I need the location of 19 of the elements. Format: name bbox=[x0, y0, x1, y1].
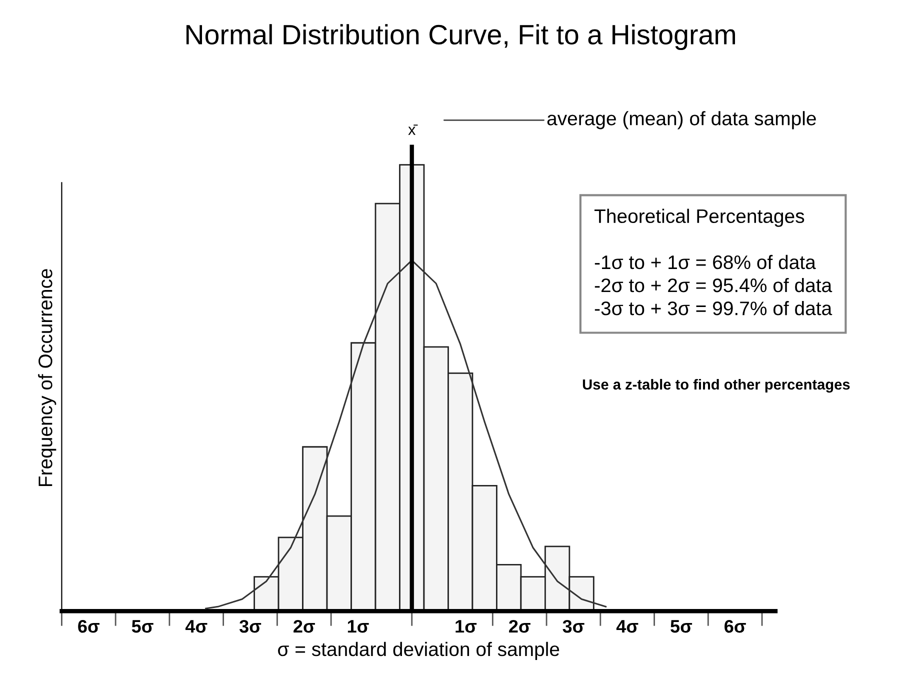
x-tick-label: 2σ bbox=[294, 620, 315, 633]
x-tick-label: 5σ bbox=[132, 620, 154, 633]
chart-title: Normal Distribution Curve, Fit to a Histogram bbox=[186, 24, 735, 50]
x-tick-label: 1σ bbox=[348, 620, 369, 633]
annotation: Use a z-table to find other percentages bbox=[582, 378, 850, 393]
x-tick-label: 4σ bbox=[616, 620, 638, 633]
x-tick-label: 1σ bbox=[456, 620, 477, 633]
x-tick-label: 6σ bbox=[78, 620, 100, 633]
text: Theoretical Percentages -1σ to + 1σ = 68% of data -2σ to + 2σ = 95.4% of data -3σ to + 3σ = 99.7% of data bbox=[594, 208, 832, 316]
x-tick-label: 5σ bbox=[670, 620, 692, 633]
x-tick-label: 2σ bbox=[509, 620, 530, 633]
x-tick-label: 6σ bbox=[724, 620, 746, 633]
text: average (mean) of data sample bbox=[547, 111, 816, 130]
x-tick-label: 3σ bbox=[562, 620, 584, 633]
ref-line-label: x̄ bbox=[408, 124, 418, 135]
y-axis-title: Frequency of Occurrence bbox=[38, 269, 56, 486]
x-tick-label: 3σ bbox=[239, 620, 262, 633]
x-tick-label: 4σ bbox=[185, 620, 208, 633]
x-axis-title: σ = standard deviation of sample bbox=[278, 642, 560, 660]
